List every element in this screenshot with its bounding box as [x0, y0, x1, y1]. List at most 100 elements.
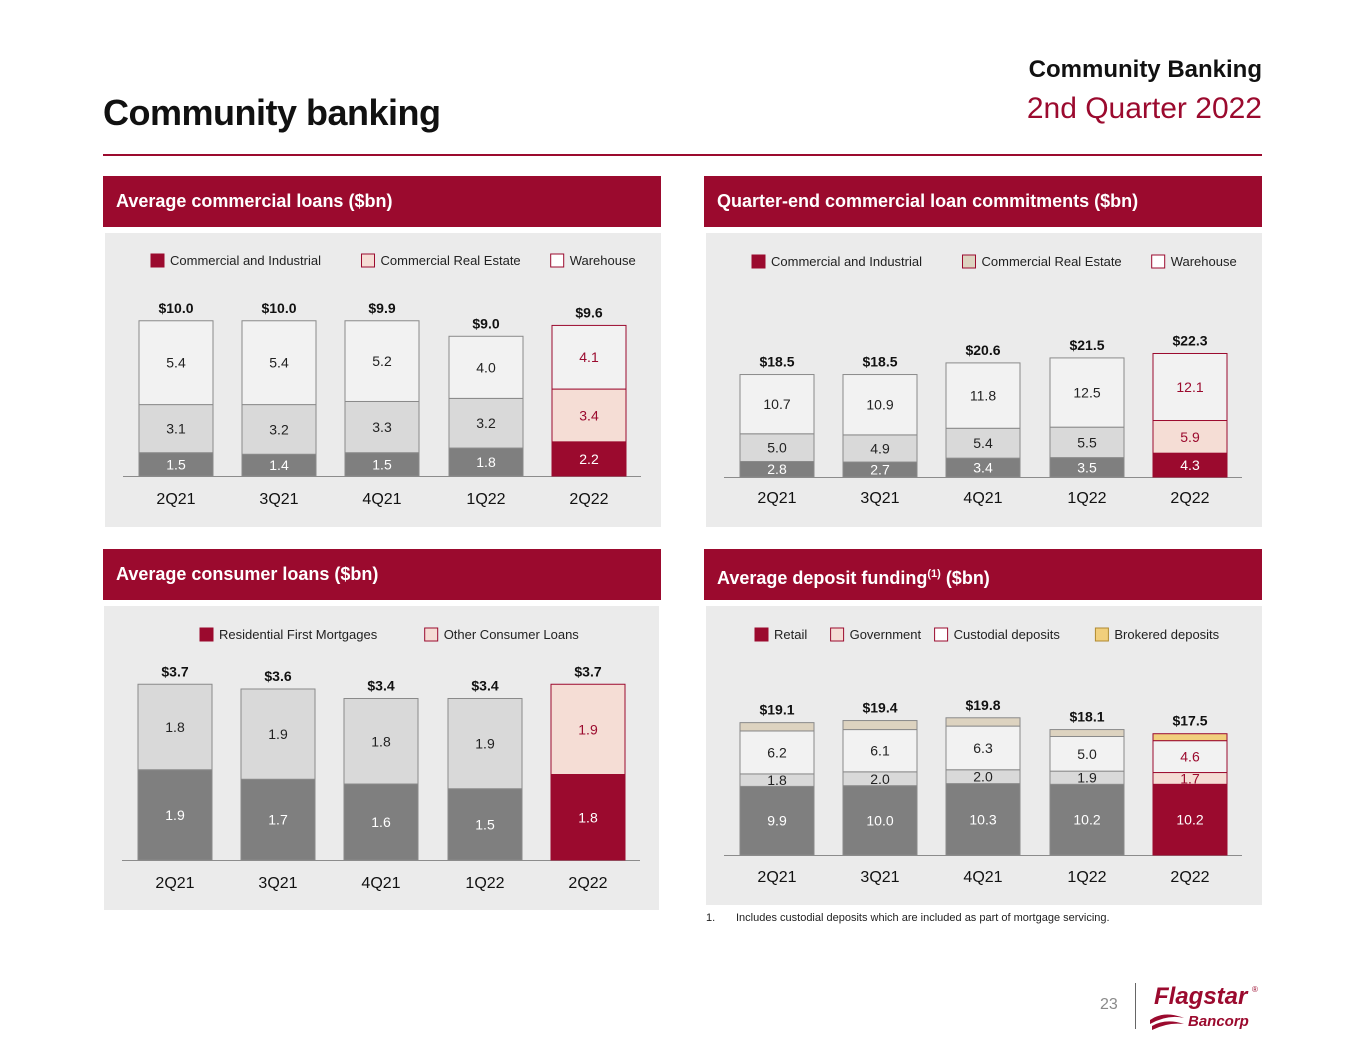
commercial-loans-title: Average commercial loans ($bn) [116, 191, 393, 211]
data-label-commitments-2-0: 3.4 [973, 460, 993, 476]
category-label-deposits-2: 4Q21 [963, 869, 1002, 886]
commitments-svg: Commercial and Industrial Commercial Real… [724, 254, 1242, 507]
legend-label-2: Custodial deposits [954, 627, 1061, 642]
bar-segment-deposits-0-0 [739, 785, 815, 856]
legend-swatch-0 [199, 627, 214, 642]
legend-label-0: Commercial and Industrial [771, 254, 922, 269]
data-label-commercial_loans-2-1: 3.3 [372, 419, 392, 435]
bar-segment-deposits-3-0 [1049, 783, 1125, 856]
category-label-deposits-4: 2Q22 [1170, 869, 1209, 886]
data-label-commitments-2-2: 11.8 [970, 388, 996, 404]
total-label-deposits-2: $19.8 [965, 697, 1000, 713]
data-label-consumer_loans-2-1: 1.8 [371, 733, 391, 749]
bar-segment-commercial_loans-3-0 [448, 447, 524, 477]
bar-segment-deposits-2-2 [945, 725, 1021, 771]
category-label-consumer_loans-0: 2Q21 [155, 875, 194, 892]
category-label-consumer_loans-2: 4Q21 [361, 875, 400, 892]
data-label-consumer_loans-2-0: 1.6 [371, 814, 391, 830]
bar-segment-commercial_loans-4-1 [551, 388, 627, 443]
bar-segment-commercial_loans-2-2 [344, 320, 420, 402]
data-label-deposits-3-0: 10.2 [1073, 812, 1100, 828]
data-label-deposits-3-1: 1.9 [1077, 770, 1097, 786]
commercial-loans-header: Average commercial loans ($bn) [103, 176, 661, 227]
bar-segment-commitments-1-1 [842, 434, 918, 463]
bar-segment-consumer_loans-1-0 [240, 778, 316, 861]
bar-segment-commercial_loans-1-1 [241, 404, 317, 455]
category-label-consumer_loans-1: 3Q21 [258, 875, 297, 892]
category-label-consumer_loans-3: 1Q22 [465, 875, 504, 892]
logo-swoosh-icon [1150, 1014, 1184, 1024]
total-label-consumer_loans-0: $3.7 [161, 663, 188, 679]
total-label-deposits-4: $17.5 [1172, 713, 1207, 729]
bar-segment-deposits-2-3 [945, 717, 1021, 727]
total-label-consumer_loans-3: $3.4 [471, 678, 498, 694]
deposits-svg: Retail Government Custodial deposits Broker… [724, 627, 1242, 886]
bar-segment-commitments-2-1 [945, 427, 1021, 459]
bar-segment-deposits-3-2 [1049, 735, 1125, 772]
flagstar-logo: Flagstar ® Bancorp [1146, 980, 1264, 1037]
data-label-commercial_loans-3-2: 4.0 [476, 359, 496, 375]
data-label-commercial_loans-3-1: 3.2 [476, 415, 496, 431]
data-label-commitments-4-2: 12.1 [1176, 379, 1203, 395]
data-label-commercial_loans-2-2: 5.2 [372, 353, 392, 369]
legend-swatch-0 [150, 253, 165, 268]
bar-segment-deposits-2-0 [945, 783, 1021, 856]
footnote-text: Includes custodial deposits which are in… [736, 912, 1110, 924]
data-label-deposits-3-2: 5.0 [1077, 746, 1097, 762]
bar-segment-commitments-1-2 [842, 374, 918, 436]
data-label-deposits-1-2: 6.1 [870, 743, 890, 759]
bar-segment-commitments-3-1 [1049, 426, 1125, 459]
consumer-loans-chart: Residential First Mortgages Other Consume… [104, 606, 659, 910]
consumer-loans-header: Average consumer loans ($bn) [103, 549, 661, 600]
data-label-commitments-2-1: 5.4 [973, 435, 993, 451]
bar-segment-deposits-1-2 [842, 729, 918, 773]
page-title: Community banking [103, 92, 441, 133]
legend-label-3: Brokered deposits [1114, 627, 1219, 642]
title-rule [103, 154, 1262, 156]
data-label-consumer_loans-4-0: 1.8 [578, 809, 598, 825]
consumer-loans-title: Average consumer loans ($bn) [116, 564, 379, 584]
bar-segment-deposits-4-0 [1152, 783, 1228, 856]
category-label-commercial_loans-0: 2Q21 [156, 491, 195, 508]
data-label-commercial_loans-4-0: 2.2 [579, 451, 599, 467]
data-label-commercial_loans-1-2: 5.4 [269, 355, 289, 371]
bar-segment-commitments-0-2 [739, 374, 815, 435]
legend-swatch-1 [962, 254, 976, 269]
bar-segment-consumer_loans-3-1 [447, 698, 523, 790]
category-label-deposits-3: 1Q22 [1067, 869, 1106, 886]
consumer-loans-svg: Residential First Mortgages Other Consume… [122, 627, 640, 892]
legend-label-0: Retail [774, 627, 807, 642]
category-label-commercial_loans-4: 2Q22 [569, 491, 608, 508]
category-label-consumer_loans-4: 2Q22 [568, 875, 607, 892]
total-label-commitments-0: $18.5 [759, 354, 794, 370]
data-label-consumer_loans-0-1: 1.8 [165, 719, 185, 735]
total-label-consumer_loans-4: $3.7 [574, 663, 601, 679]
logo-reg: ® [1252, 985, 1258, 994]
legend-label-0: Residential First Mortgages [219, 627, 378, 642]
category-label-deposits-0: 2Q21 [757, 869, 796, 886]
data-label-commercial_loans-1-1: 3.2 [269, 421, 289, 437]
commitments-title: Quarter-end commercial loan commitments … [717, 191, 1139, 211]
footnote-number: 1. [706, 912, 716, 924]
data-label-deposits-0-0: 9.9 [767, 813, 787, 829]
commercial-loans-svg: Commercial and Industrial Commercial Real… [123, 253, 641, 508]
data-label-commercial_loans-0-2: 5.4 [166, 355, 186, 371]
category-label-commitments-2: 4Q21 [963, 490, 1002, 507]
legend-swatch-0 [754, 627, 769, 642]
bar-segment-deposits-1-3 [842, 720, 918, 731]
category-label-commercial_loans-1: 3Q21 [259, 491, 298, 508]
category-label-commercial_loans-2: 4Q21 [362, 491, 401, 508]
data-label-commercial_loans-2-0: 1.5 [372, 456, 392, 472]
legend-swatch-1 [424, 627, 439, 642]
legend-swatch-3 [1094, 627, 1109, 642]
total-label-commitments-1: $18.5 [862, 354, 897, 370]
data-label-commercial_loans-4-1: 3.4 [579, 407, 599, 423]
category-label-deposits-1: 3Q21 [860, 869, 899, 886]
commitments-header: Quarter-end commercial loan commitments … [704, 176, 1262, 227]
commercial-loans-chart: Commercial and Industrial Commercial Real… [105, 233, 661, 527]
data-label-deposits-4-2: 4.6 [1180, 749, 1200, 765]
bar-segment-commercial_loans-3-1 [448, 397, 524, 449]
data-label-consumer_loans-0-0: 1.9 [165, 807, 185, 823]
total-label-commercial_loans-0: $10.0 [158, 300, 193, 316]
bar-segment-commercial_loans-0-2 [138, 320, 214, 406]
